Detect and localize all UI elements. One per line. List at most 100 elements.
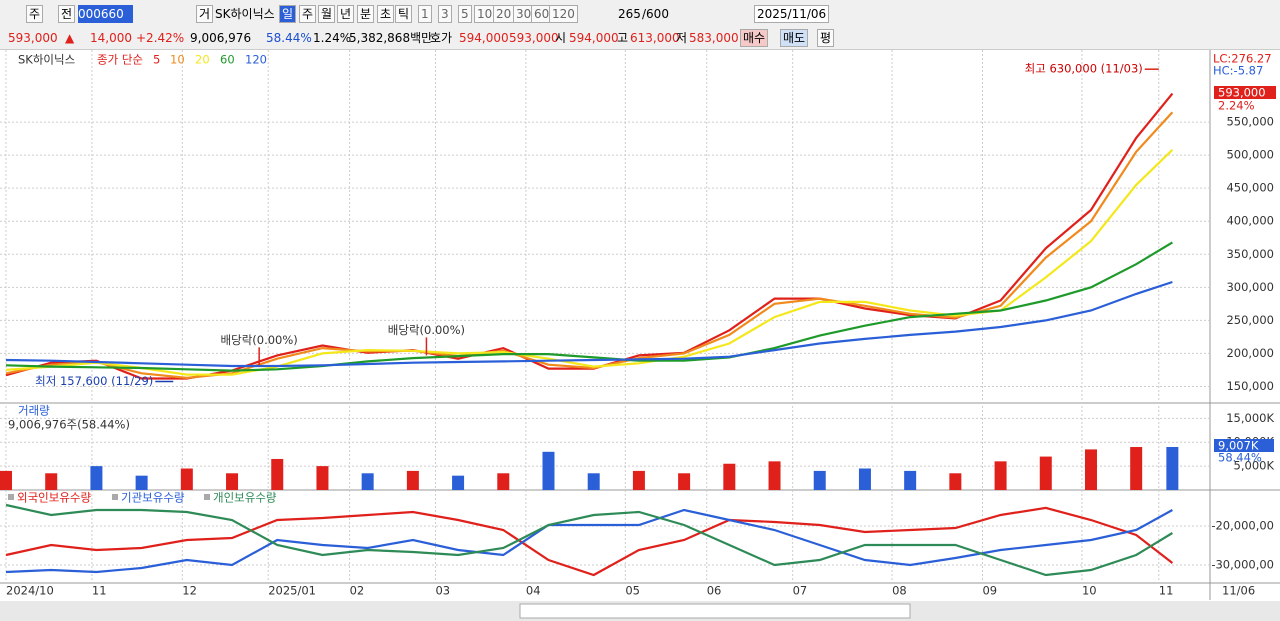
x-tick-label: 03: [435, 584, 450, 598]
volume-bar: [0, 470, 12, 490]
change: 14,000: [90, 31, 132, 45]
x-tick-label: 02: [350, 584, 365, 598]
legend-entry: 120: [245, 53, 267, 67]
ask: 594,000: [459, 31, 509, 45]
volume-bar: [1039, 456, 1052, 490]
volume-bar: [949, 473, 962, 490]
tab[interactable]: 30: [513, 5, 535, 23]
volume-bar: [723, 463, 736, 490]
tab[interactable]: 월: [318, 5, 336, 23]
series-line: [5, 280, 1173, 368]
legend-entry: 5: [153, 53, 160, 67]
code-input[interactable]: 000660: [78, 5, 133, 23]
volume-bar: [1166, 446, 1179, 490]
x-tick-label: 07: [793, 584, 808, 598]
prev[interactable]: 전: [58, 5, 76, 23]
stock-name: SK하이닉스: [215, 7, 275, 21]
y-tick-label: 15,000K: [1226, 411, 1274, 425]
sell-button[interactable]: 매도: [780, 29, 809, 47]
y-tick-label: 400,000: [1226, 214, 1274, 228]
legend-swatch: [8, 494, 14, 500]
tab[interactable]: 1: [418, 5, 432, 23]
volume-bar: [587, 473, 600, 490]
high: 613,000: [630, 31, 680, 45]
series-line: [5, 241, 1173, 372]
volume-bar: [904, 470, 917, 490]
tab[interactable]: 분: [357, 5, 375, 23]
label: 고: [617, 31, 629, 45]
x-tick-label: 12: [182, 584, 197, 598]
volume: 9,006,976: [190, 31, 252, 45]
volume-bar: [813, 470, 826, 490]
volume-ratio: 58.44%: [266, 31, 312, 45]
legend-entry: 외국인보유수량: [17, 491, 91, 505]
buy-button[interactable]: 매수: [740, 29, 769, 47]
ratio-label: 58.44%: [1218, 451, 1262, 465]
y-tick-label: 350,000: [1226, 247, 1274, 261]
series-line: [5, 506, 1174, 577]
button[interactable]: 거: [196, 5, 214, 23]
tab[interactable]: 틱: [395, 5, 413, 23]
tab[interactable]: 120: [549, 5, 578, 23]
volume-bar: [858, 468, 871, 490]
y-tick-label: -20,000,00: [1211, 518, 1274, 532]
annotation: 배당락(0.00%): [221, 333, 298, 347]
y-tick-label: 450,000: [1226, 181, 1274, 195]
series-line: [5, 111, 1174, 380]
toolbar: 주 전 000660 거 SK하이닉스 일 주 월 년 분 초 틱 1 3 5 …: [0, 0, 1280, 28]
tab[interactable]: 3: [438, 5, 452, 23]
last-box: [1214, 86, 1276, 99]
tab[interactable]: 일: [279, 5, 297, 23]
label: 시: [555, 31, 567, 45]
volume-bar: [994, 461, 1007, 490]
change-label: 2.24%: [1218, 99, 1255, 113]
volume-bar: [1130, 447, 1143, 490]
volume-bar: [497, 473, 510, 490]
chart-subtitle: 종가 단순: [97, 53, 143, 67]
x-tick-label: 11: [92, 584, 107, 598]
scroll-thumb[interactable]: [519, 603, 911, 619]
tab[interactable]: 초: [377, 5, 395, 23]
legend-entry: 20: [195, 53, 210, 67]
date-input[interactable]: 2025/11/06: [754, 5, 830, 23]
x-tick-label: 08: [892, 584, 907, 598]
panel-title: 거래량: [18, 404, 50, 418]
series-line: [5, 503, 1173, 577]
tab[interactable]: 년: [337, 5, 355, 23]
count: 265: [618, 7, 641, 21]
chart-title: SK하이닉스: [18, 53, 75, 67]
hc-label: HC:-5.87: [1213, 64, 1263, 78]
x-tick-label: 2025/01: [268, 584, 316, 598]
y-tick-label: 250,000: [1226, 313, 1274, 327]
volume-bar: [135, 475, 148, 490]
volume-bar: [180, 468, 193, 490]
volume-bar: [1084, 449, 1097, 490]
y-tick-label: 300,000: [1226, 280, 1274, 294]
tab[interactable]: 5: [458, 5, 472, 23]
tab[interactable]: 주: [299, 5, 317, 23]
tab[interactable]: 20: [493, 5, 515, 23]
date-label: 11/06: [1222, 584, 1255, 598]
volume-bar: [361, 473, 374, 490]
volume-bar: [90, 466, 103, 490]
legend-entry: 기관보유수량: [121, 491, 185, 505]
open: 594,000: [569, 31, 619, 45]
y-tick-label: 550,000: [1226, 115, 1274, 129]
x-tick-label: 05: [625, 584, 640, 598]
volume-bar: [271, 458, 284, 490]
label: 저: [676, 31, 688, 45]
avg-button[interactable]: 평: [817, 29, 835, 47]
volume-bar: [768, 461, 781, 490]
low: 583,000: [689, 31, 739, 45]
label: 호가: [430, 31, 453, 45]
lc-label: LC:276.27: [1213, 52, 1272, 66]
last-label: 9,007K: [1218, 439, 1259, 453]
series-line: [5, 508, 1173, 574]
y-tick-label: 150,000: [1226, 379, 1274, 393]
period[interactable]: 주: [26, 5, 44, 23]
legend-entry: 개인보유수량: [213, 491, 277, 505]
volume-bar: [406, 470, 419, 490]
tab[interactable]: 60: [531, 5, 553, 23]
background: [0, 50, 1280, 621]
volume-bar: [226, 473, 239, 490]
